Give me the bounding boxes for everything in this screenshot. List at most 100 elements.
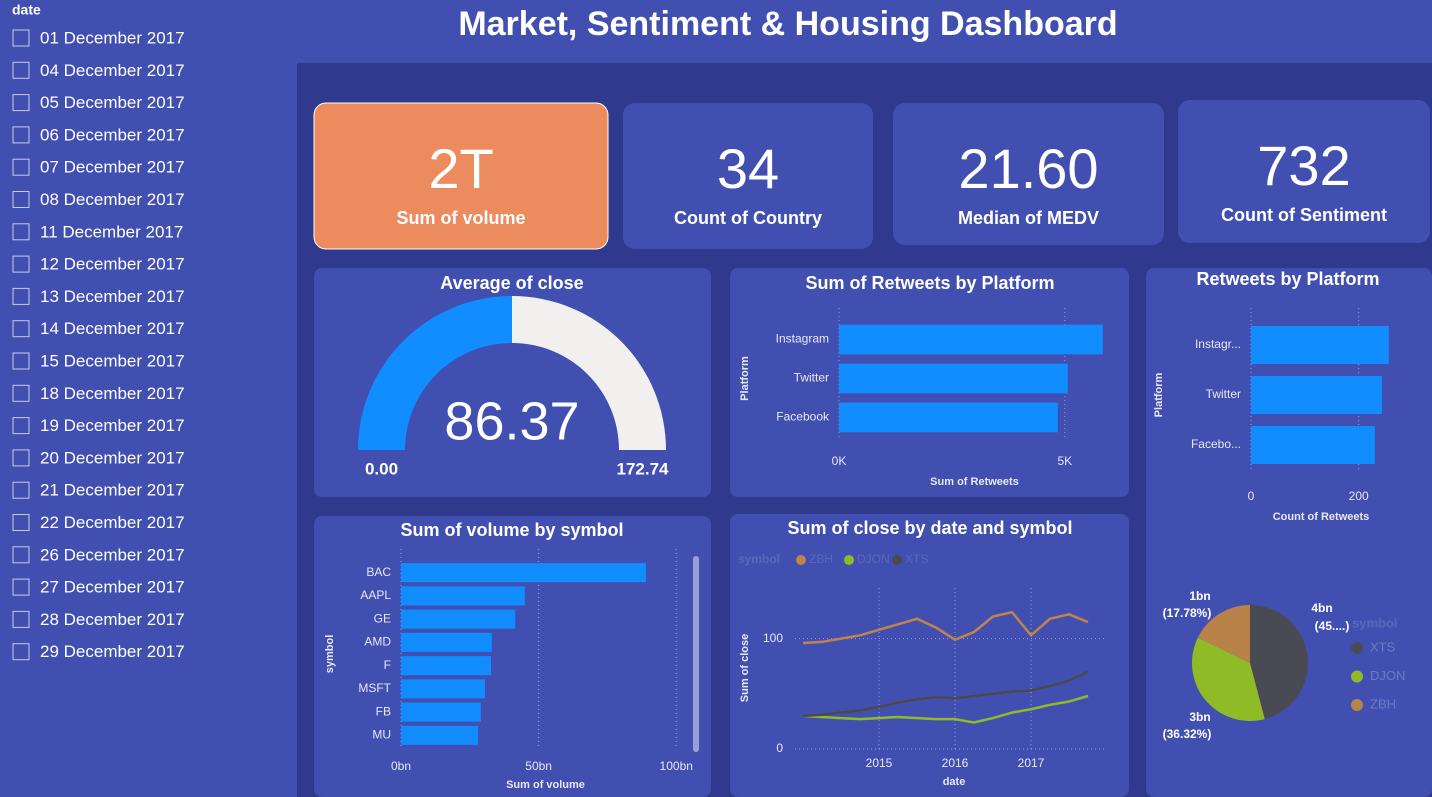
y-tick-label: AMD — [364, 635, 391, 649]
card-label: Count of Sentiment — [1221, 205, 1387, 225]
checkbox[interactable] — [12, 320, 30, 338]
y-axis-title: Platform — [1153, 372, 1165, 417]
slicer-item: 29 December 2017 — [40, 642, 185, 661]
card-label: Count of Country — [674, 208, 822, 228]
checkbox[interactable] — [12, 94, 30, 112]
pie-amount-label: 1bn — [1189, 589, 1210, 603]
y-tick-label: Facebo... — [1191, 437, 1241, 451]
bar — [1251, 426, 1375, 464]
bar — [401, 725, 479, 745]
pie-value-label: (36.32%) — [1163, 727, 1212, 741]
legend-label: XTS — [1370, 639, 1396, 654]
y-tick-label: BAC — [366, 565, 391, 579]
checkbox[interactable] — [12, 610, 30, 628]
checkbox[interactable] — [12, 223, 30, 241]
checkbox[interactable] — [12, 158, 30, 176]
x-tick-label: 2017 — [1018, 756, 1045, 770]
slicer-item: 05 December 2017 — [40, 93, 185, 112]
legend-marker — [892, 555, 902, 565]
y-tick-label: Instagr... — [1195, 337, 1241, 351]
bar — [401, 702, 481, 722]
chart-title: Sum of close by date and symbol — [787, 518, 1072, 538]
scrollbar[interactable] — [693, 556, 699, 752]
x-tick-label: 0K — [832, 454, 847, 468]
x-tick-label: 2015 — [866, 756, 893, 770]
legend-title: symbol — [738, 552, 780, 566]
legend-marker — [1351, 642, 1363, 654]
x-tick-label: 100bn — [660, 759, 693, 773]
checkbox[interactable] — [12, 578, 30, 596]
gauge-range-label: 172.74 — [617, 459, 670, 478]
y-tick-label: MSFT — [358, 681, 391, 695]
checkbox[interactable] — [12, 417, 30, 435]
card — [1178, 100, 1430, 243]
slicer-item: 14 December 2017 — [40, 319, 185, 338]
x-tick-label: 0bn — [391, 759, 411, 773]
slicer-item: 07 December 2017 — [40, 158, 185, 177]
checkbox[interactable] — [12, 384, 30, 402]
card-value: 2T — [428, 137, 493, 200]
y-tick-label: Twitter — [1206, 387, 1241, 401]
pie-slice — [1197, 605, 1250, 663]
slicer-item: 15 December 2017 — [40, 351, 185, 370]
y-tick-label: Instagram — [776, 332, 829, 346]
pie-amount-label: 4bn — [1311, 601, 1332, 615]
card-value: 732 — [1257, 134, 1350, 197]
x-tick-label: 50bn — [525, 759, 552, 773]
chart-title: Sum of volume by symbol — [400, 520, 623, 540]
x-tick-label: 0 — [1248, 489, 1255, 503]
checkbox[interactable] — [12, 29, 30, 47]
y-tick-label: MU — [372, 728, 391, 742]
chart-title: Sum of Retweets by Platform — [805, 273, 1054, 293]
slicer-item: 08 December 2017 — [40, 190, 185, 209]
gauge-range-label: 0.00 — [365, 459, 398, 478]
checkbox[interactable] — [12, 255, 30, 273]
checkbox[interactable] — [12, 61, 30, 79]
line-series — [802, 694, 1089, 724]
legend-marker — [844, 555, 854, 565]
x-axis-title: Sum of Retweets — [930, 476, 1019, 488]
y-tick-label: AAPL — [360, 588, 391, 602]
gauge-value-label: 86.37 — [444, 391, 579, 451]
panel — [314, 268, 711, 497]
card-value: 34 — [717, 137, 779, 200]
chart-title: Retweets by Platform — [1196, 269, 1379, 289]
bar — [839, 324, 1103, 355]
checkbox[interactable] — [12, 287, 30, 305]
slicer-item: 26 December 2017 — [40, 545, 185, 564]
slicer-label: date — [12, 2, 41, 18]
checkbox[interactable] — [12, 514, 30, 531]
card-label: Sum of volume — [396, 208, 525, 228]
checkbox[interactable] — [12, 352, 30, 370]
checkbox[interactable] — [12, 126, 30, 144]
dashboard-title: Market, Sentiment & Housing Dashboard — [458, 5, 1117, 43]
bar — [839, 402, 1058, 433]
bar — [401, 609, 516, 629]
bar — [401, 656, 492, 676]
slicer-item: 22 December 2017 — [40, 513, 185, 532]
legend-title: symbol — [1352, 615, 1398, 630]
x-tick-label: 2016 — [942, 756, 969, 770]
x-axis-title: Count of Retweets — [1273, 511, 1370, 523]
checkbox[interactable] — [12, 643, 30, 661]
checkbox[interactable] — [12, 481, 30, 499]
card — [313, 102, 609, 250]
slicer-item: 04 December 2017 — [40, 61, 185, 80]
slicer-item: 19 December 2017 — [40, 416, 185, 435]
x-axis-title: Sum of volume — [506, 779, 585, 791]
y-tick-label: FB — [376, 704, 391, 718]
slicer-item: 20 December 2017 — [40, 448, 185, 467]
card — [623, 103, 873, 249]
checkbox[interactable] — [12, 449, 30, 467]
checkbox[interactable] — [12, 546, 30, 564]
checkbox[interactable] — [12, 191, 30, 208]
y-tick-label: F — [384, 658, 391, 672]
pie-slice — [1250, 605, 1308, 720]
y-axis-title: symbol — [324, 635, 336, 674]
slicer-item: 12 December 2017 — [40, 255, 185, 274]
pie-value-label: (45....) — [1315, 619, 1350, 633]
legend-marker — [1351, 699, 1363, 711]
bar — [401, 563, 646, 583]
bar — [401, 679, 485, 699]
line-series — [802, 610, 1089, 645]
